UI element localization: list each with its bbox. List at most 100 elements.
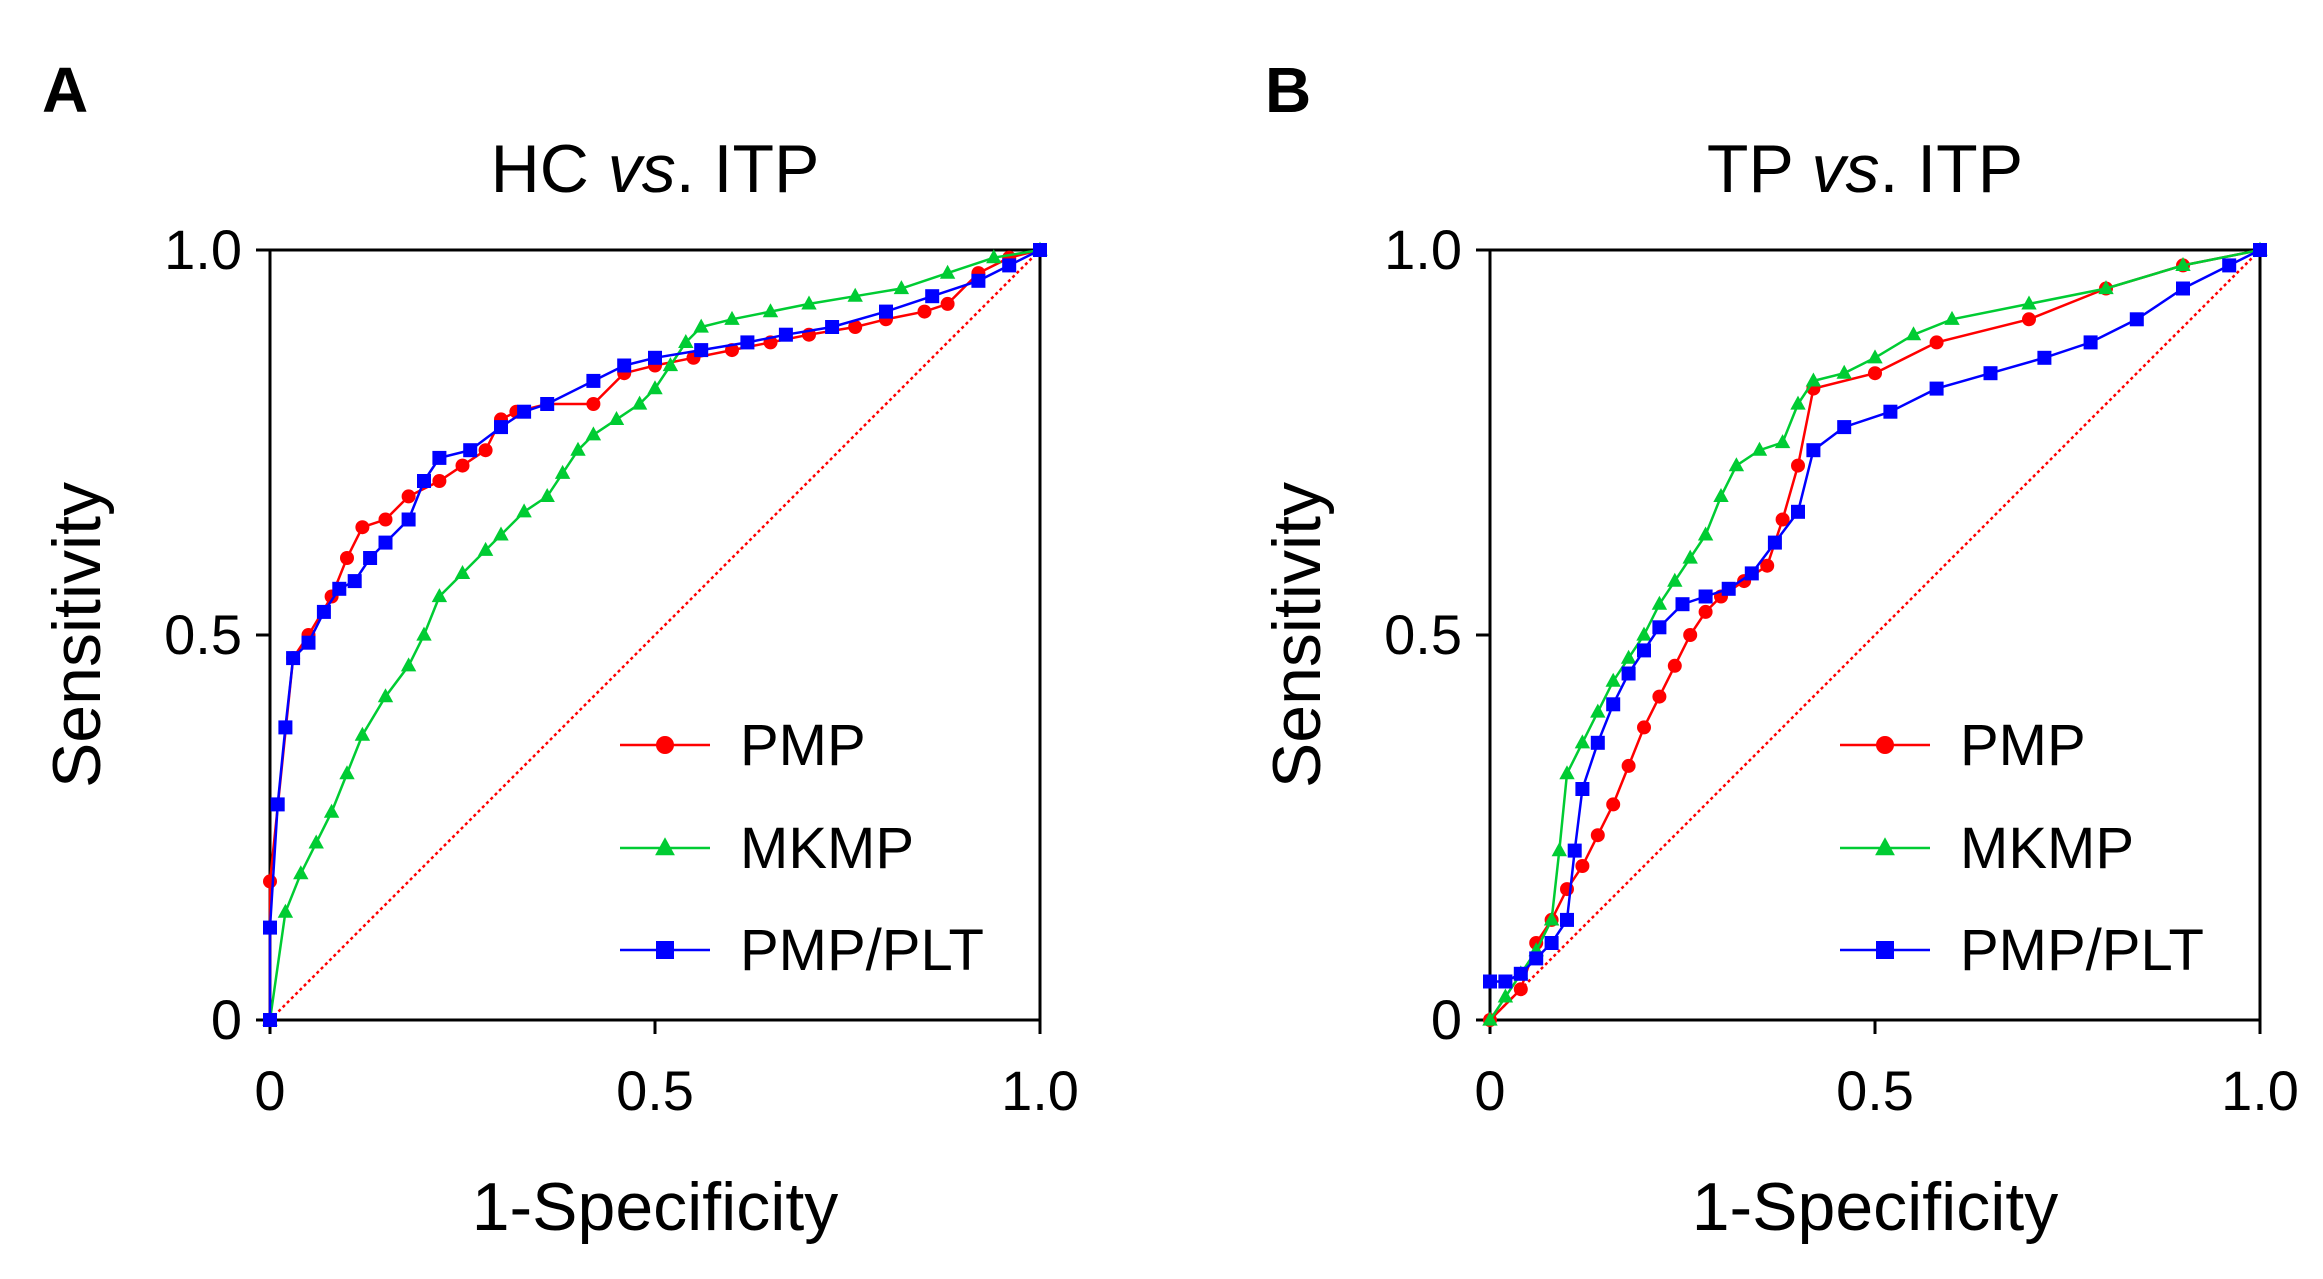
data-point: [1675, 597, 1690, 612]
data-point: [1605, 672, 1621, 687]
panel-a: A HC vs. ITP 0 0.5 1.0 0 0.5 1.0 1-Specificity Se…: [39, 54, 1079, 1245]
data-point: [647, 380, 663, 395]
data-point: [2176, 281, 2190, 296]
data-point: [847, 287, 863, 302]
data-point: [1543, 911, 1560, 926]
data-point: [1606, 697, 1621, 712]
data-point: [1837, 420, 1852, 435]
data-point: [2037, 350, 2052, 365]
data-point: [2129, 312, 2144, 327]
chart-title: HC vs. ITP: [491, 131, 820, 207]
data-point: [363, 551, 378, 565]
legend-marker: [655, 837, 675, 856]
data-point: [1575, 859, 1590, 873]
data-point: [1590, 703, 1606, 718]
data-point: [1868, 366, 1882, 381]
data-point: [1652, 689, 1667, 704]
data-point: [277, 903, 294, 918]
data-point: [631, 395, 648, 410]
data-point: [585, 426, 602, 441]
data-point: [1836, 364, 1852, 379]
data-point: [1929, 335, 1944, 350]
data-point: [463, 443, 478, 458]
title-part: . ITP: [1879, 131, 2023, 207]
data-point: [1713, 488, 1729, 502]
data-point: [1667, 658, 1682, 673]
data-point: [724, 310, 740, 325]
data-point: [400, 657, 417, 672]
legend-marker: [1876, 941, 1894, 959]
data-point: [1806, 443, 1821, 458]
panel-b: B TP vs. ITP 0 0.5 1.0 0 0.5 1.0 1-Specificity Se…: [1259, 54, 2299, 1245]
data-point: [1637, 720, 1651, 735]
data-point: [270, 797, 285, 812]
title-part: vs: [1811, 131, 1879, 207]
legend-label: PMP/PLT: [1960, 918, 2204, 983]
data-point: [417, 474, 431, 488]
data-point: [693, 318, 709, 333]
chart-title: TP vs. ITP: [1707, 131, 2023, 207]
data-point: [825, 320, 840, 334]
data-point: [354, 726, 371, 741]
data-point: [2175, 257, 2191, 271]
data-point: [355, 520, 370, 535]
legend-label: MKMP: [740, 816, 914, 881]
y-tick-label: 1.0: [164, 218, 242, 281]
data-point: [340, 551, 354, 565]
data-point: [494, 420, 508, 435]
y-tick-label: 0: [211, 988, 242, 1051]
data-point: [1775, 512, 1790, 527]
data-point: [1567, 843, 1582, 858]
data-point: [1682, 549, 1698, 564]
x-tick-label: 0: [254, 1059, 285, 1122]
data-point: [401, 489, 416, 504]
data-point: [740, 335, 755, 350]
data-point: [1744, 566, 1759, 581]
data-point: [1637, 643, 1651, 658]
data-point: [308, 834, 324, 849]
data-point: [1698, 589, 1713, 604]
title-part: HC: [491, 131, 608, 207]
data-point: [762, 303, 779, 318]
data-point: [1483, 974, 1497, 989]
legend-entry: PMP: [620, 713, 866, 778]
data-point: [1883, 404, 1898, 419]
data-point: [1551, 842, 1567, 857]
data-point: [2222, 258, 2237, 273]
legend-label: PMP: [1960, 713, 2086, 778]
data-point: [401, 512, 416, 527]
x-tick-label: 1.0: [1001, 1059, 1079, 1122]
data-point: [1652, 620, 1667, 635]
data-point: [939, 264, 956, 279]
data-point: [1498, 974, 1513, 989]
data-point: [986, 249, 1002, 264]
y-axis-label: Sensitivity: [39, 482, 115, 788]
data-point: [1790, 395, 1806, 410]
y-tick-label: 1.0: [1384, 218, 1462, 281]
legend-label: MKMP: [1960, 816, 2134, 881]
data-point: [2022, 312, 2036, 327]
x-tick-label: 0.5: [616, 1059, 694, 1122]
data-point: [1620, 649, 1637, 664]
data-point: [1575, 782, 1590, 796]
data-point: [1590, 735, 1605, 750]
data-point: [971, 273, 986, 288]
series-square: [263, 243, 1047, 1027]
y-axis-label: Sensitivity: [1259, 482, 1335, 788]
data-point: [1698, 604, 1713, 619]
data-point: [2253, 243, 2267, 257]
data-point: [539, 488, 555, 502]
data-point: [1867, 349, 1883, 364]
data-point: [778, 327, 793, 342]
data-point: [1721, 581, 1736, 596]
data-point: [848, 320, 863, 334]
data-point: [801, 295, 817, 310]
legend-entry: MKMP: [620, 816, 914, 881]
data-point: [478, 443, 493, 458]
data-point: [493, 526, 509, 541]
data-point: [1767, 535, 1782, 550]
data-point: [1529, 951, 1544, 966]
series-square: [1483, 243, 2267, 989]
data-point: [316, 604, 331, 619]
